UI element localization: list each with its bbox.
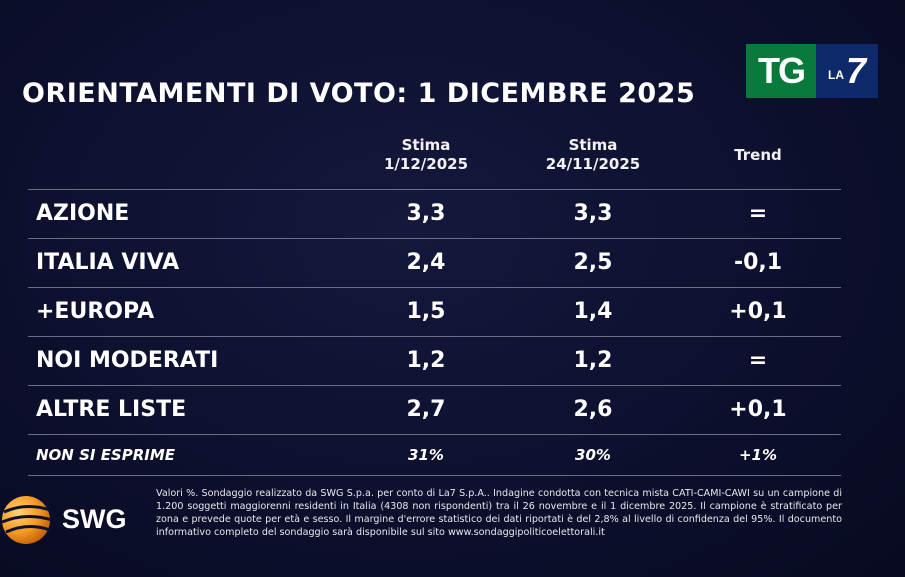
column-header-current-line2: 1/12/2025: [383, 155, 469, 173]
column-header-previous-line2: 24/11/2025: [545, 155, 641, 173]
current-value: 1,5: [406, 299, 446, 324]
party-name: AZIONE: [36, 201, 130, 226]
poll-table: AZIONE 3,3 3,3 = ITALIA VIVA 2,4 2,5 -0,…: [28, 189, 841, 476]
column-header-trend-label: Trend: [734, 146, 782, 164]
previous-value: 30%: [575, 446, 611, 464]
previous-value: 2,5: [573, 250, 613, 275]
table-row: +EUROPA 1,5 1,4 +0,1: [28, 287, 841, 336]
column-header-previous-line1: Stima: [568, 136, 618, 154]
column-header-previous: Stima 24/11/2025: [528, 136, 658, 174]
tg-logo-mark: TG: [746, 44, 816, 98]
party-name: NON SI ESPRIME: [36, 446, 176, 464]
table-row: AZIONE 3,3 3,3 =: [28, 189, 841, 238]
la7-logo-la: LA: [827, 68, 844, 82]
column-header-trend: Trend: [700, 146, 816, 165]
previous-value: 3,3: [573, 201, 613, 226]
methodology-note: Valori %. Sondaggio realizzato da SWG S.…: [156, 488, 842, 538]
la7-logo-mark: LA 7: [816, 44, 878, 98]
trend-value: =: [748, 201, 768, 226]
current-value: 2,4: [406, 250, 446, 275]
la7-logo-seven: 7: [845, 50, 867, 91]
previous-value: 1,2: [573, 348, 613, 373]
swg-logo: SWG: [0, 490, 150, 548]
swg-globe-icon: [1, 496, 53, 544]
trend-value: =: [748, 348, 768, 373]
swg-wordmark: SWG: [62, 504, 127, 534]
table-row: ITALIA VIVA 2,4 2,5 -0,1: [28, 238, 841, 287]
column-header-current-line1: Stima: [401, 136, 451, 154]
current-value: 1,2: [406, 348, 446, 373]
current-value: 3,3: [406, 201, 446, 226]
trend-value: +0,1: [729, 397, 787, 422]
tg-la7-logo: TG LA 7: [746, 44, 878, 98]
trend-value: +1%: [738, 446, 778, 464]
previous-value: 1,4: [573, 299, 613, 324]
trend-value: -0,1: [733, 250, 783, 275]
page-title: ORIENTAMENTI DI VOTO: 1 DICEMBRE 2025: [22, 78, 696, 109]
party-name: ALTRE LISTE: [36, 397, 187, 422]
party-name: NOI MODERATI: [36, 348, 219, 373]
table-row-non-si-esprime: NON SI ESPRIME 31% 30% +1%: [28, 434, 841, 475]
party-name: +EUROPA: [36, 299, 155, 324]
current-value: 2,7: [406, 397, 446, 422]
table-row: NOI MODERATI 1,2 1,2 =: [28, 336, 841, 385]
table-row: ALTRE LISTE 2,7 2,6 +0,1: [28, 385, 841, 434]
current-value: 31%: [408, 446, 444, 464]
party-name: ITALIA VIVA: [36, 250, 180, 275]
trend-value: +0,1: [729, 299, 787, 324]
table-bottom-divider: [28, 475, 841, 476]
column-header-current: Stima 1/12/2025: [366, 136, 486, 174]
previous-value: 2,6: [573, 397, 613, 422]
